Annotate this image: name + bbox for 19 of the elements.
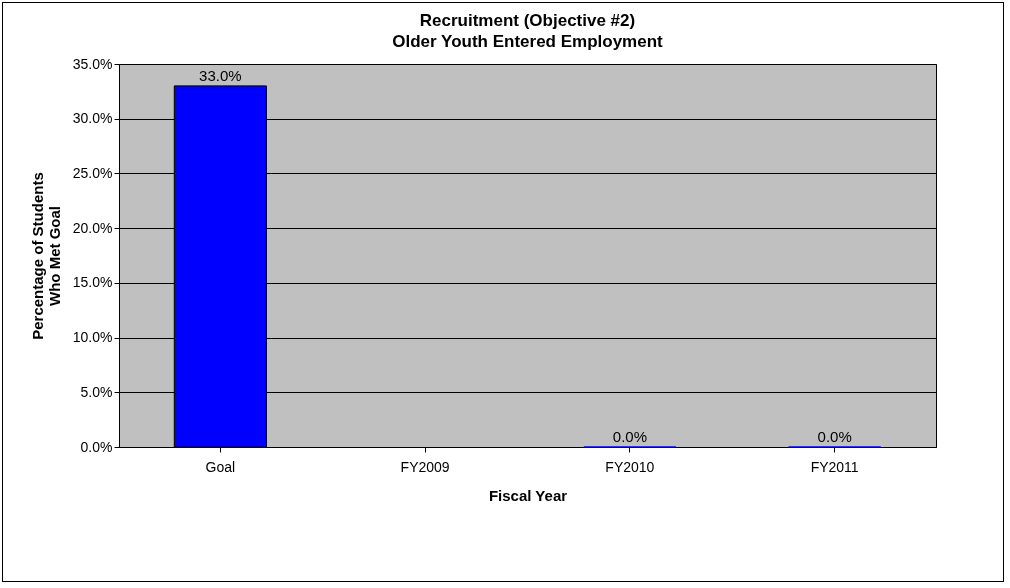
x-tick-label: FY2011 — [810, 458, 859, 475]
y-tick-label: 5.0% — [80, 383, 113, 400]
x-axis-title: Fiscal Year — [488, 486, 568, 504]
y-tick-label: 25.0% — [72, 164, 113, 181]
data-label: 33.0% — [199, 66, 242, 84]
x-tick-label: Goal — [205, 458, 236, 475]
y-tick-label: 20.0% — [72, 219, 113, 236]
chart-title: Recruitment (Objective #2) — [419, 11, 636, 30]
y-tick-label: 10.0% — [72, 329, 113, 346]
chart-subtitle: Older Youth Entered Employment — [392, 32, 664, 51]
y-tick-label: 35.0% — [72, 55, 113, 72]
x-tick-label: FY2010 — [605, 458, 655, 475]
y-tick-label: 0.0% — [80, 438, 113, 455]
y-axis-title: Percentage of Students Who Met Goal — [28, 172, 63, 340]
x-tick-label: FY2009 — [400, 458, 450, 475]
data-label: 0.0% — [817, 428, 852, 445]
data-label: 0.0% — [612, 428, 647, 445]
y-tick-label: 30.0% — [72, 110, 113, 127]
y-tick-label: 15.0% — [72, 274, 113, 291]
